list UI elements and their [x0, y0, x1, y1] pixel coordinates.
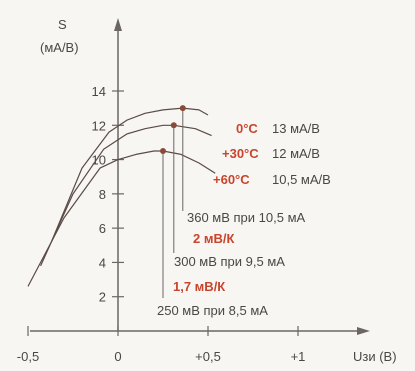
- legend-30c-name: +30°C: [222, 146, 259, 161]
- x-tick-label: +1: [291, 349, 306, 364]
- y-tick-label: 10: [92, 153, 106, 168]
- peak-30c-label: 300 мВ при 9,5 мА: [174, 254, 285, 269]
- peak-point: [179, 105, 186, 112]
- x-axis-arrow: [357, 327, 370, 335]
- peak-0c-label: 360 мВ при 10,5 мА: [187, 210, 306, 225]
- coefficient-label-2: 1,7 мВ/К: [173, 279, 225, 294]
- y-tick-label: 14: [92, 84, 106, 99]
- peak-point: [160, 148, 166, 154]
- y-axis-arrow: [114, 18, 122, 31]
- curve-line: [50, 107, 209, 243]
- coefficient-label-1: 2 мВ/К: [193, 231, 234, 246]
- curve-line: [27, 150, 216, 287]
- y-tick-label: 2: [99, 290, 106, 305]
- peak-60c-label: 250 мВ при 8,5 мА: [157, 303, 268, 318]
- x-tick-label: 0: [114, 349, 121, 364]
- legend-0c-name: 0°C: [236, 121, 258, 136]
- curves: [27, 107, 216, 287]
- y-axis-label: S: [58, 17, 67, 32]
- y-axis-unit: (мА/В): [40, 40, 79, 55]
- peak-markers: [160, 105, 186, 298]
- ticks: 2 4 6 8 10 12 14 -0,5 0 +0,5 +1: [17, 84, 306, 364]
- curve-line: [40, 124, 212, 267]
- x-tick-label: +0,5: [195, 349, 221, 364]
- y-tick-label: 12: [92, 118, 106, 133]
- x-axis-label: Uзи (В): [353, 349, 397, 364]
- peak-point: [170, 122, 177, 129]
- legend-30c-value: 12 мА/В: [272, 146, 320, 161]
- y-tick-label: 4: [99, 255, 106, 270]
- x-tick-label: -0,5: [17, 349, 39, 364]
- y-tick-label: 8: [99, 187, 106, 202]
- axes: [30, 18, 370, 335]
- legend-60c-value: 10,5 мА/В: [272, 172, 331, 187]
- legend-0c-value: 13 мА/В: [272, 121, 320, 136]
- y-tick-label: 6: [99, 221, 106, 236]
- legend-60c-name: +60°C: [213, 172, 250, 187]
